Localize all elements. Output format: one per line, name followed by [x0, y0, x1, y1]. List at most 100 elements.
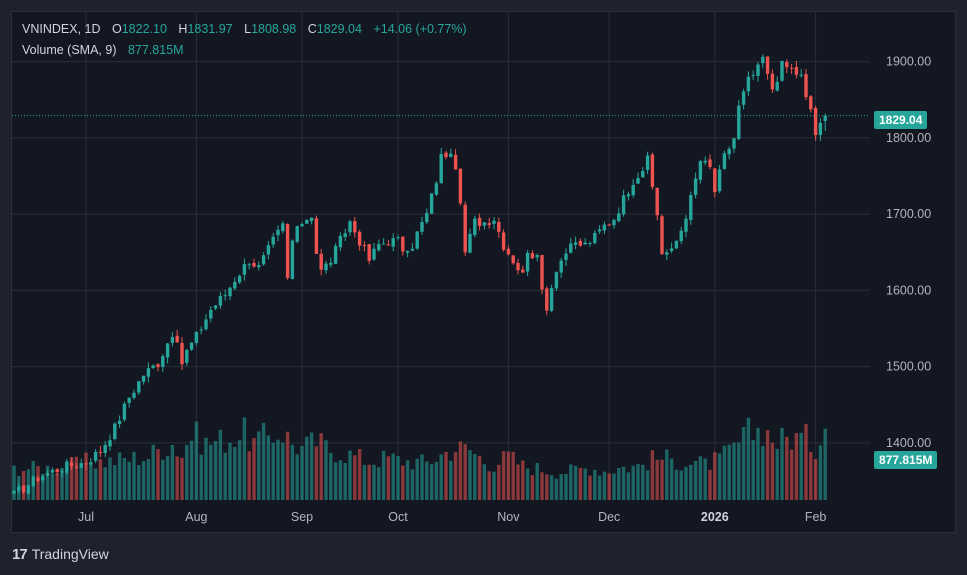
legend-symbol[interactable]: VNINDEX — [22, 22, 78, 36]
candle-body — [669, 248, 674, 252]
volume-bar — [823, 428, 827, 500]
legend-change: +14.06 (+0.77%) — [373, 22, 467, 36]
volume-bar — [257, 431, 261, 500]
volume-bar — [45, 465, 50, 500]
volume-bar — [50, 473, 55, 500]
volume-bar — [151, 444, 155, 500]
candle-body — [261, 255, 266, 265]
candle-body — [194, 331, 199, 343]
x-tick-label: Dec — [598, 510, 620, 524]
volume-bar — [717, 453, 722, 500]
volume-bar — [789, 449, 794, 500]
volume-bar — [338, 460, 343, 500]
volume-bar — [223, 452, 227, 500]
volume-bar — [492, 471, 496, 500]
volume-bar — [487, 471, 491, 500]
volume-bar — [482, 464, 487, 500]
candle-body — [65, 461, 69, 473]
volume-bar — [545, 474, 549, 500]
volume-bar — [122, 458, 127, 500]
volume-bar — [477, 455, 482, 500]
volume-bar — [535, 462, 539, 500]
candle-body — [492, 220, 496, 224]
volume-bar — [309, 432, 314, 500]
candle-body — [794, 67, 799, 75]
volume-legend-label[interactable]: Volume (SMA, 9) — [22, 43, 117, 57]
candle-body — [780, 60, 784, 81]
volume-bar — [588, 475, 592, 500]
candle-body — [209, 309, 213, 319]
volume-bar — [305, 436, 309, 500]
volume-bar — [137, 465, 141, 500]
candle-body — [386, 244, 391, 246]
volume-bar — [559, 474, 563, 500]
volume-bar — [458, 441, 463, 500]
candle-body — [103, 444, 107, 453]
volume-bar — [813, 459, 818, 500]
volume-bar — [252, 438, 256, 500]
volume-bar — [266, 435, 271, 500]
volume-bar — [501, 451, 506, 500]
volume-bar — [405, 460, 410, 500]
candle-body — [746, 76, 751, 92]
candle-body — [698, 161, 703, 180]
volume-bar — [237, 440, 242, 500]
candle-body — [74, 467, 79, 469]
candle-body — [636, 177, 640, 184]
legend-low-value: 1808.98 — [251, 22, 297, 36]
volume-bar — [473, 453, 477, 500]
volume-bar — [295, 454, 299, 500]
volume-bar — [674, 469, 679, 500]
volume-bar — [103, 467, 107, 500]
candle-body — [367, 244, 371, 261]
time-axis[interactable]: Jul Aug Sep Oct Nov Dec 2026 Feb — [78, 510, 826, 524]
candle-body — [434, 183, 439, 195]
candle-body — [713, 168, 717, 193]
candle-body — [813, 108, 818, 136]
candle-body — [665, 252, 669, 255]
candle-body — [497, 221, 501, 232]
candle-body — [401, 236, 405, 252]
candle-body — [55, 469, 59, 473]
volume-bar — [660, 459, 664, 500]
candle-body — [439, 153, 443, 184]
volume-bar — [583, 468, 587, 500]
candle-body — [161, 356, 165, 367]
volume-bar — [55, 473, 59, 500]
candle-body — [799, 74, 803, 76]
candle-body — [396, 237, 400, 239]
y-tick-label: 1900.00 — [886, 55, 931, 69]
candle-body — [146, 368, 151, 377]
legend-interval[interactable]: 1D — [84, 22, 101, 36]
volume-bar — [84, 452, 88, 500]
volume-bar — [751, 439, 755, 500]
candle-body — [689, 195, 693, 221]
volume-bar — [242, 417, 247, 500]
candle-body — [117, 420, 122, 425]
legend-high-label: H — [178, 22, 188, 36]
candle-body — [737, 105, 741, 139]
tradingview-brand[interactable]: 17 TradingView — [12, 545, 109, 563]
candle-body — [21, 485, 26, 493]
candle-body — [50, 469, 55, 473]
candle-body — [410, 248, 415, 251]
candle-body — [89, 462, 93, 465]
volume-bar — [290, 444, 295, 500]
volume-bar — [655, 459, 659, 500]
volume-bar — [141, 461, 146, 500]
candle-body — [108, 440, 112, 447]
volume-bar — [775, 448, 779, 500]
volume-bar — [276, 439, 280, 500]
candle-body — [343, 233, 347, 237]
volume-bar — [175, 456, 179, 500]
x-tick-label: Sep — [291, 510, 313, 524]
volume-bar — [396, 456, 400, 500]
volume-bar — [401, 465, 405, 500]
volume-bar — [12, 465, 16, 500]
tradingview-logo-icon: 17 — [12, 545, 28, 563]
candle-body — [789, 67, 794, 69]
price-axis[interactable]: 1400.00 1500.00 1600.00 1700.00 1800.00 1900.… — [886, 55, 931, 450]
chart-frame[interactable] — [11, 11, 956, 533]
candle-body — [333, 245, 338, 264]
